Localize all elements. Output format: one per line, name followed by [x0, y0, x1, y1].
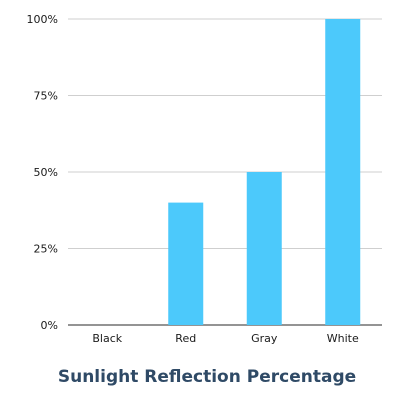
y-tick-label: 100% — [27, 13, 58, 26]
y-axis-tick-labels: 0% 25% 50% 75% 100% — [27, 13, 58, 332]
bar-red — [168, 202, 204, 325]
bars — [168, 19, 361, 325]
y-tick-label: 25% — [34, 243, 58, 256]
x-category-label: Gray — [251, 332, 278, 345]
y-tick-label: 50% — [34, 166, 58, 179]
y-tick-label: 0% — [41, 319, 58, 332]
x-category-label: Red — [175, 332, 196, 345]
x-category-label: Black — [92, 332, 122, 345]
bar-white — [325, 19, 361, 325]
bar-gray — [246, 172, 282, 325]
x-axis-category-labels: Black Red Gray White — [92, 332, 359, 345]
y-tick-label: 75% — [34, 90, 58, 103]
x-category-label: White — [327, 332, 359, 345]
chart-title: Sunlight Reflection Percentage — [58, 367, 356, 387]
